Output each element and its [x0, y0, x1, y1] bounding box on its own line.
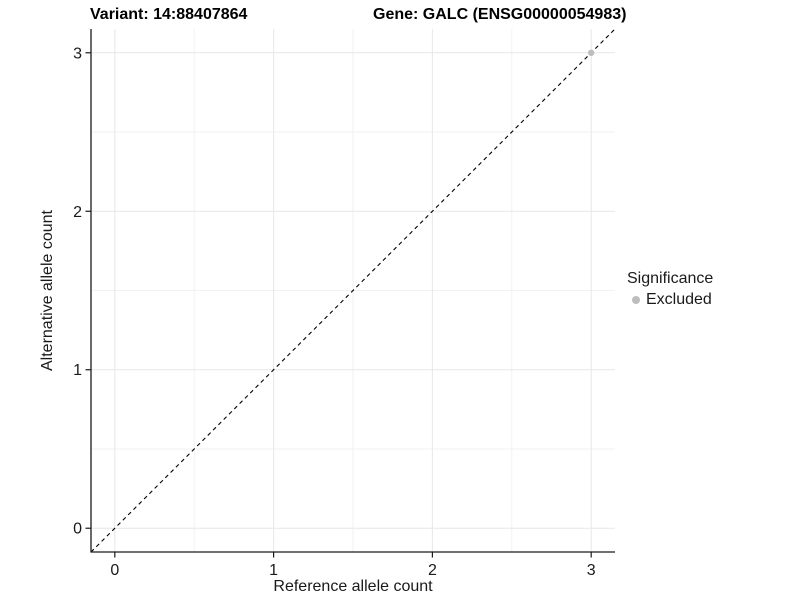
- data-point-excluded: [587, 49, 595, 56]
- y-tick-label: 0: [73, 521, 82, 538]
- axis-lines: [90, 29, 615, 553]
- y-tick-label: 3: [73, 45, 82, 62]
- variant-title: Variant: 14:88407864: [90, 6, 248, 23]
- y-tick-label: 1: [73, 362, 82, 379]
- legend-item-excluded: Excluded: [627, 291, 713, 309]
- gene-title: Gene: GALC (ENSG00000054983): [373, 6, 627, 23]
- x-tick-label: 1: [269, 562, 278, 579]
- y-tick-label: 2: [73, 204, 82, 221]
- x-axis-title: Reference allele count: [273, 578, 433, 595]
- excluded-point-marker-icon: [632, 296, 640, 304]
- legend: Significance Excluded: [627, 270, 713, 309]
- x-tick-label: 2: [428, 562, 437, 579]
- x-tick-label: 0: [110, 562, 119, 579]
- identity-line: [90, 28, 616, 553]
- legend-title: Significance: [627, 270, 714, 287]
- y-axis-title: Alternative allele count: [39, 210, 56, 371]
- legend-item-label: Excluded: [646, 291, 712, 308]
- x-tick-label: 3: [587, 562, 596, 579]
